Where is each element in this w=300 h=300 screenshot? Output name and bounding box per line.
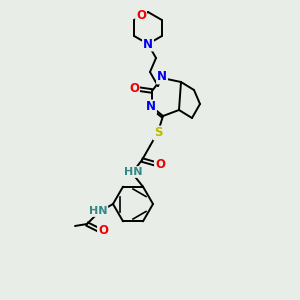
Text: N: N	[146, 100, 156, 113]
Text: O: O	[136, 9, 146, 22]
Text: HN: HN	[124, 167, 142, 177]
Text: N: N	[143, 38, 153, 50]
Text: O: O	[129, 82, 139, 95]
Text: S: S	[154, 127, 162, 140]
Text: O: O	[155, 158, 165, 172]
Text: N: N	[157, 70, 167, 83]
Text: O: O	[98, 224, 108, 236]
Text: HN: HN	[89, 206, 107, 216]
